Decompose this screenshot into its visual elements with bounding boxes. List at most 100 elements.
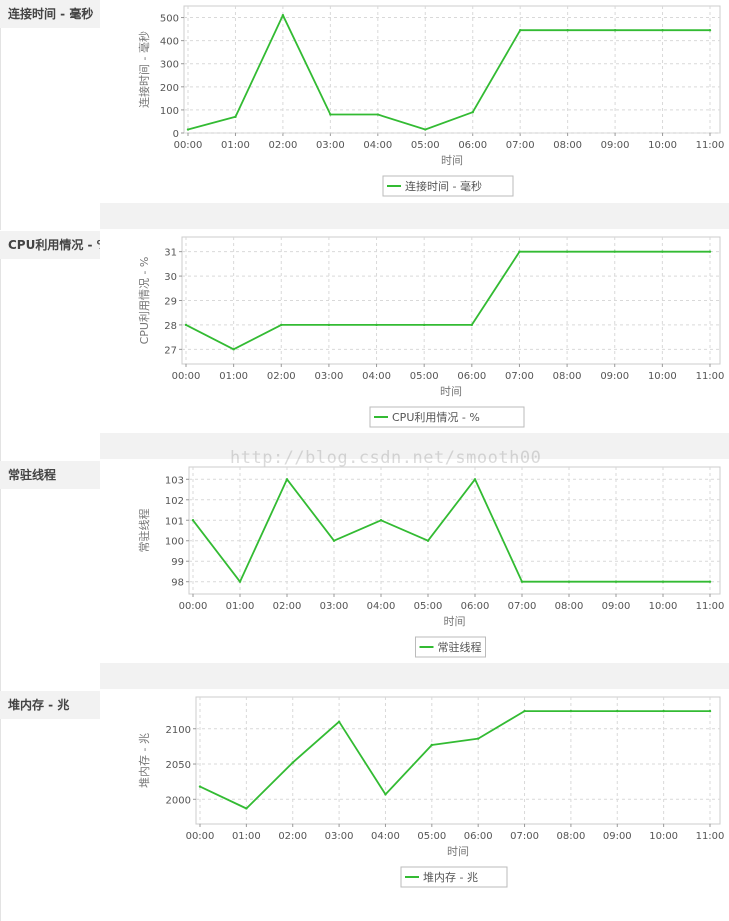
x-axis-title: 时间 bbox=[447, 845, 469, 858]
chart-section-connection-time: 连接时间 - 毫秒 00:00 01:00 02:00 03:00 04:00 05:00… bbox=[0, 0, 729, 230]
data-point bbox=[329, 113, 332, 116]
legend-label: 常驻线程 bbox=[438, 640, 482, 654]
x-tick-label: 03:00 bbox=[320, 601, 349, 612]
series-line bbox=[192, 478, 710, 583]
y-tick-label: 102 bbox=[165, 496, 184, 507]
y-axis-title: 堆内存 - 兆 bbox=[137, 733, 151, 788]
x-tick-label: 07:00 bbox=[506, 140, 535, 151]
x-tick-label: 10:00 bbox=[649, 831, 678, 842]
legend-label: 堆内存 - 兆 bbox=[423, 870, 478, 884]
y-tick-label: 100 bbox=[165, 537, 184, 548]
x-tick-label: 10:00 bbox=[648, 371, 677, 382]
x-tick-label: 00:00 bbox=[174, 140, 203, 151]
data-point bbox=[232, 348, 235, 351]
x-tick-label: 07:00 bbox=[508, 601, 537, 612]
y-tick-label: 103 bbox=[165, 475, 184, 486]
legend-box bbox=[382, 175, 514, 197]
left-rule bbox=[0, 719, 1, 921]
x-tick-label: 08:00 bbox=[556, 831, 585, 842]
heap-memory-chart: 00:00 01:00 02:00 03:00 04:00 05:00 06:00 07:00… bbox=[137, 696, 725, 888]
y-tick-label: 98 bbox=[171, 578, 184, 589]
data-point bbox=[661, 250, 664, 253]
data-point bbox=[238, 580, 242, 583]
data-point bbox=[708, 580, 712, 583]
data-point bbox=[520, 580, 524, 583]
data-point bbox=[332, 539, 336, 542]
y-axis-title: 常驻线程 bbox=[137, 509, 151, 553]
series-line bbox=[199, 710, 710, 810]
legend-box bbox=[415, 636, 486, 658]
y-tick-label: 200 bbox=[160, 83, 179, 94]
connection-time-chart: 00:00 01:00 02:00 03:00 04:00 05:00 06:00 07:00… bbox=[137, 5, 724, 197]
y-tick-label: 30 bbox=[164, 272, 177, 283]
chart-section-threads: 常驻线程 00:00 01:00 02:00 03:00 04:00 05:00 06:00… bbox=[0, 461, 729, 691]
data-point bbox=[191, 519, 195, 522]
x-tick-label: 09:00 bbox=[601, 140, 630, 151]
data-point bbox=[661, 580, 665, 583]
x-tick-label: 08:00 bbox=[553, 371, 582, 382]
section-separator bbox=[100, 203, 729, 229]
data-point bbox=[471, 111, 474, 114]
series-line bbox=[185, 250, 710, 351]
section-label: 连接时间 - 毫秒 bbox=[0, 0, 100, 28]
x-tick-label: 09:00 bbox=[602, 601, 631, 612]
y-tick-label: 400 bbox=[160, 37, 179, 48]
plot-area bbox=[183, 5, 721, 134]
x-tick-label: 04:00 bbox=[371, 831, 400, 842]
data-point bbox=[285, 478, 289, 481]
data-point bbox=[476, 737, 480, 740]
data-point bbox=[662, 709, 665, 713]
x-tick-label: 06:00 bbox=[461, 601, 490, 612]
x-tick-label: 09:00 bbox=[603, 831, 632, 842]
x-tick-label: 01:00 bbox=[221, 140, 250, 151]
x-tick-label: 02:00 bbox=[267, 371, 296, 382]
data-point bbox=[280, 323, 283, 327]
data-point bbox=[327, 323, 331, 327]
x-tick-label: 06:00 bbox=[464, 831, 493, 842]
data-point bbox=[198, 785, 202, 788]
x-tick-label: 01:00 bbox=[219, 371, 248, 382]
data-point bbox=[613, 29, 617, 32]
y-tick-label: 500 bbox=[160, 14, 179, 25]
data-point bbox=[518, 29, 522, 32]
x-tick-label: 03:00 bbox=[316, 140, 345, 151]
x-tick-label: 04:00 bbox=[363, 140, 392, 151]
x-tick-label: 11:00 bbox=[696, 831, 725, 842]
y-tick-label: 28 bbox=[164, 321, 177, 332]
x-tick-label: 05:00 bbox=[411, 140, 440, 151]
x-tick-label: 05:00 bbox=[417, 831, 446, 842]
data-point bbox=[379, 519, 383, 522]
chart-section-heap: 堆内存 - 兆 00:00 01:00 02:00 03:00 04:00 05:00 06… bbox=[0, 691, 729, 921]
data-point bbox=[426, 539, 430, 542]
legend-box bbox=[369, 406, 525, 428]
resident-threads-chart: 00:00 01:00 02:00 03:00 04:00 05:00 06:00 07:00… bbox=[137, 466, 724, 658]
data-point bbox=[661, 29, 664, 32]
data-point bbox=[384, 793, 387, 796]
x-tick-label: 03:00 bbox=[325, 831, 354, 842]
left-rule bbox=[0, 489, 1, 691]
x-tick-label: 11:00 bbox=[696, 371, 725, 382]
x-tick-label: 00:00 bbox=[172, 371, 201, 382]
x-tick-label: 05:00 bbox=[414, 601, 443, 612]
x-tick-label: 07:00 bbox=[505, 371, 534, 382]
x-tick-label: 09:00 bbox=[600, 371, 629, 382]
x-tick-label: 02:00 bbox=[268, 140, 297, 151]
x-tick-label: 00:00 bbox=[186, 831, 215, 842]
data-point bbox=[523, 709, 526, 713]
data-point bbox=[613, 250, 616, 253]
x-axis-title: 时间 bbox=[440, 385, 462, 398]
section-separator bbox=[100, 663, 729, 689]
data-point bbox=[234, 115, 237, 119]
left-rule bbox=[0, 28, 1, 230]
plot-area bbox=[188, 466, 721, 595]
legend-box bbox=[400, 866, 508, 888]
data-point bbox=[376, 113, 380, 116]
y-tick-label: 31 bbox=[164, 248, 177, 259]
cpu-usage-chart: 00:00 01:00 02:00 03:00 04:00 05:00 06:00 07:00… bbox=[138, 236, 725, 428]
x-tick-label: 05:00 bbox=[410, 371, 439, 382]
data-point bbox=[569, 709, 573, 713]
data-point bbox=[473, 478, 477, 481]
x-tick-label: 01:00 bbox=[226, 601, 255, 612]
y-tick-label: 2000 bbox=[166, 795, 191, 806]
y-tick-label: 300 bbox=[160, 60, 179, 71]
